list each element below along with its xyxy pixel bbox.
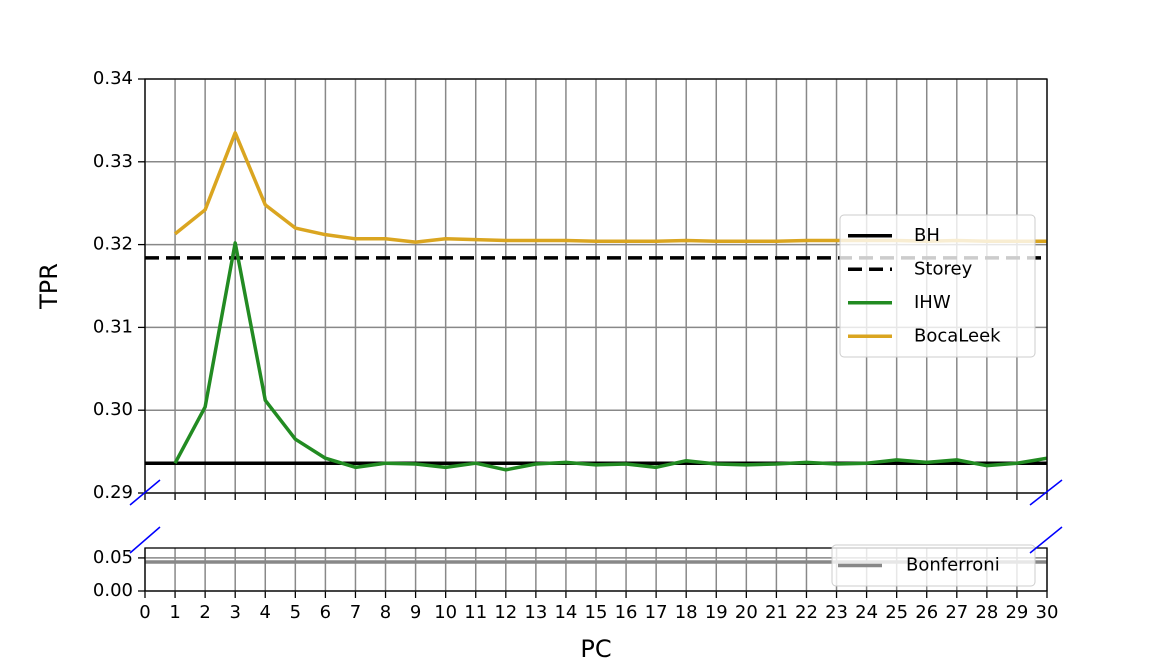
x-tick-label: 29 — [1005, 602, 1028, 623]
x-tick-label: 8 — [380, 602, 391, 623]
x-tick-label: 17 — [645, 602, 668, 623]
x-tick-label: 15 — [585, 602, 608, 623]
data-line — [173, 241, 1048, 472]
legend-label: IHW — [914, 292, 951, 313]
legend-label: BH — [914, 225, 940, 246]
y-tick-label: 0.00 — [93, 580, 133, 601]
plot-layer: 0.29 0.30 0.31 0.32 0.33 0.34 BH Storey IHW BocaL… — [35, 68, 1058, 663]
y-tick-label: 0.34 — [93, 68, 133, 89]
x-tick-label: 13 — [524, 602, 547, 623]
x-tick-label: 21 — [765, 602, 788, 623]
x-tick-label: 0 — [139, 602, 150, 623]
legend-box — [839, 214, 1036, 358]
axes-frame — [144, 547, 1048, 592]
x-tick-label: 30 — [1036, 602, 1059, 623]
axes-frame — [144, 78, 1048, 494]
x-tick-label: 25 — [885, 602, 908, 623]
x-tick-label: 16 — [615, 602, 638, 623]
y-tick-label: 0.05 — [93, 547, 133, 568]
break-mark — [1029, 526, 1063, 554]
x-tick-label: 2 — [199, 602, 210, 623]
x-tick-label: 6 — [320, 602, 331, 623]
x-tick-label: 20 — [735, 602, 758, 623]
x-tick-label: 3 — [229, 602, 240, 623]
x-tick-label: 9 — [410, 602, 421, 623]
x-tick-label: 28 — [975, 602, 998, 623]
y-tick-label: 0.32 — [93, 234, 133, 255]
x-tick-label: 19 — [705, 602, 728, 623]
break-mark — [129, 479, 161, 506]
y-tick-label: 0.31 — [93, 316, 133, 337]
x-tick-label: 10 — [434, 602, 457, 623]
y-axis-label: TPR — [35, 263, 63, 310]
legend-box — [831, 544, 1036, 587]
y-tick-label: 0.30 — [93, 399, 133, 420]
x-tick-label: 12 — [494, 602, 517, 623]
x-tick-label: 23 — [825, 602, 848, 623]
x-tick-label: 5 — [290, 602, 301, 623]
legend-label: Bonferroni — [906, 555, 1000, 576]
x-tick-label: 4 — [260, 602, 271, 623]
x-tick-label: 22 — [795, 602, 818, 623]
break-mark — [1029, 479, 1063, 506]
legend-label: Storey — [914, 258, 973, 279]
x-tick-label: 18 — [675, 602, 698, 623]
break-mark — [129, 526, 161, 554]
x-tick-label: 11 — [464, 602, 487, 623]
y-tick-label: 0.33 — [93, 151, 133, 172]
x-axis-label: PC — [580, 635, 611, 663]
x-tick-label: 26 — [915, 602, 938, 623]
legend-label: BocaLeek — [914, 325, 1001, 346]
x-tick-label: 24 — [855, 602, 878, 623]
y-tick-label: 0.29 — [93, 482, 133, 503]
x-tick-label: 14 — [554, 602, 577, 623]
x-tick-label: 27 — [945, 602, 968, 623]
x-tick-label: 7 — [350, 602, 361, 623]
x-tick-label: 1 — [169, 602, 180, 623]
